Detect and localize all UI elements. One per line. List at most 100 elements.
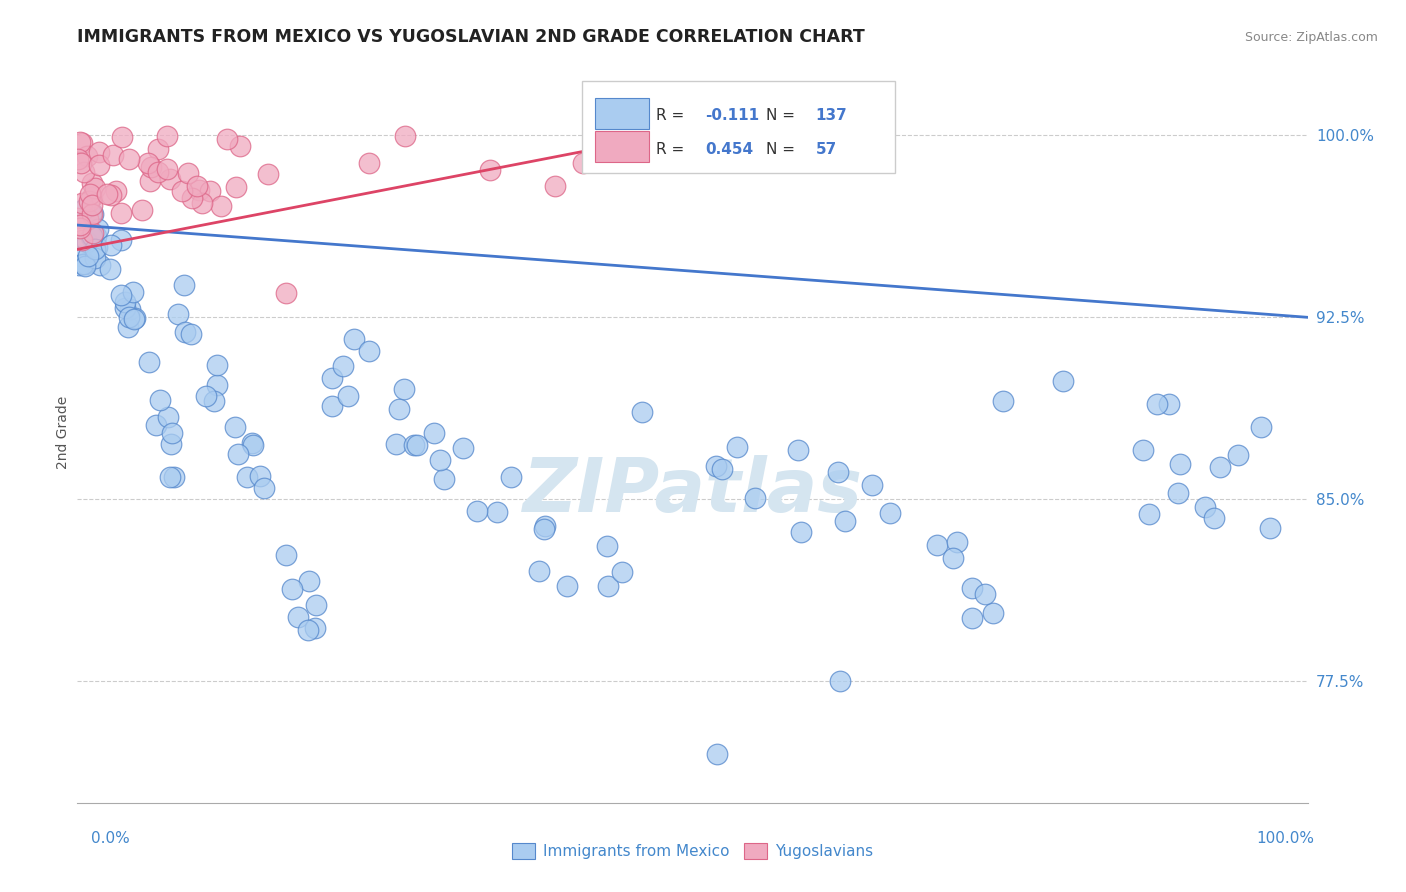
Point (84, 251, 107, 265)
Point (297, 623, 319, 637)
Point (76, 250, 98, 264)
Point (82, 190, 104, 204)
Point (433, 472, 456, 486)
Text: -0.111: -0.111 (704, 108, 759, 123)
Point (173, 325, 195, 339)
Point (257, 167, 280, 181)
Point (298, 574, 321, 588)
Point (710, 462, 733, 476)
Point (242, 438, 264, 452)
Point (304, 621, 326, 635)
Point (544, 178, 567, 193)
Point (321, 371, 343, 385)
Point (114, 295, 136, 310)
Point (240, 436, 263, 450)
Point (207, 358, 229, 372)
Point (73, 259, 96, 273)
Point (392, 382, 415, 396)
Y-axis label: 2nd Grade: 2nd Grade (56, 396, 70, 469)
Point (80, 229, 103, 244)
Point (166, 307, 188, 321)
Point (274, 548, 297, 562)
Point (187, 183, 209, 197)
Point (117, 320, 139, 334)
Point (704, 458, 727, 473)
Point (69, 258, 91, 272)
Point (974, 587, 997, 601)
Point (205, 378, 228, 392)
Text: 137: 137 (815, 108, 848, 123)
Point (75, 257, 97, 271)
Point (139, 160, 162, 174)
Point (98, 262, 121, 277)
Text: N =: N = (766, 142, 800, 157)
Text: Source: ZipAtlas.com: Source: ZipAtlas.com (1244, 31, 1378, 45)
Point (631, 405, 654, 419)
Point (479, 163, 502, 178)
Point (501, 470, 523, 484)
Point (79, 187, 101, 202)
Point (1250, 420, 1272, 434)
Point (332, 359, 354, 374)
Point (173, 278, 195, 293)
Point (200, 184, 222, 198)
Point (139, 174, 162, 188)
Point (830, 674, 852, 689)
Point (202, 394, 225, 409)
FancyBboxPatch shape (582, 81, 896, 173)
Point (82, 207, 104, 221)
Point (101, 147, 124, 161)
Point (610, 566, 633, 580)
Point (170, 184, 193, 198)
Point (925, 538, 948, 552)
Point (69, 135, 91, 149)
Point (533, 519, 555, 533)
Point (159, 172, 181, 186)
Point (960, 611, 983, 625)
Text: ZIPatlas: ZIPatlas (523, 455, 862, 528)
Point (145, 418, 167, 433)
Point (1260, 521, 1282, 535)
Point (180, 326, 202, 341)
Point (146, 165, 169, 179)
Point (834, 514, 856, 528)
Point (118, 310, 141, 324)
Point (84, 180, 107, 194)
Point (146, 142, 169, 156)
Point (82, 207, 104, 221)
Point (86, 240, 108, 254)
Point (321, 399, 343, 413)
Point (69, 221, 91, 235)
Point (1194, 500, 1216, 514)
Point (131, 203, 153, 218)
Point (1167, 486, 1189, 500)
Point (225, 179, 247, 194)
Point (860, 478, 883, 492)
Point (82, 176, 104, 190)
Point (942, 551, 965, 566)
Point (87, 157, 110, 171)
Point (89, 258, 111, 272)
Point (486, 505, 509, 519)
Point (1137, 507, 1160, 521)
Point (70, 156, 93, 170)
Point (100, 188, 122, 202)
Point (281, 582, 304, 596)
Point (1157, 396, 1180, 410)
Point (73, 164, 96, 178)
Point (253, 482, 276, 496)
Point (70, 196, 93, 211)
Point (1202, 510, 1225, 524)
FancyBboxPatch shape (595, 98, 650, 129)
Point (156, 409, 179, 424)
Point (217, 132, 239, 146)
Point (209, 199, 232, 213)
Point (429, 453, 451, 467)
Point (406, 438, 429, 452)
Point (84, 228, 107, 243)
Point (357, 344, 380, 359)
Point (595, 539, 617, 553)
Point (1209, 460, 1232, 475)
Point (790, 524, 813, 539)
Point (110, 206, 132, 220)
